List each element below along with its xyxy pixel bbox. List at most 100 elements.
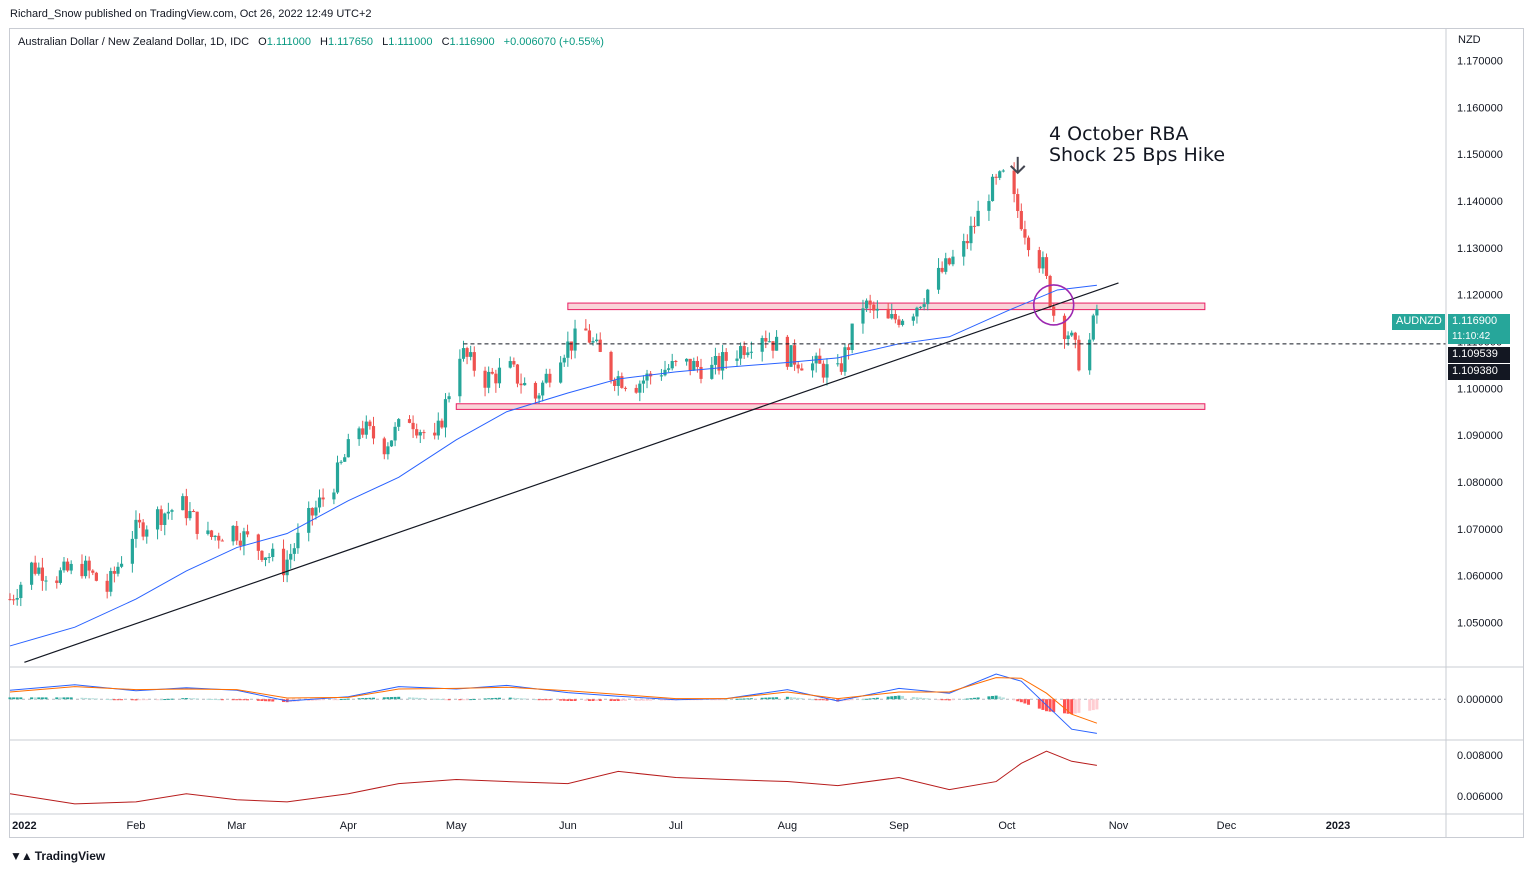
candle-body (749, 351, 753, 353)
candle-body (494, 373, 498, 384)
macd-histogram-bar (796, 697, 800, 700)
macd-histogram-bar (231, 699, 235, 701)
candle-body (976, 210, 980, 227)
macd-histogram-bar (465, 699, 469, 701)
macd-histogram-bar (418, 697, 422, 700)
macd-histogram-bar (811, 699, 815, 701)
candle-body (515, 364, 520, 384)
macd-histogram-bar (494, 697, 498, 700)
macd-histogram-bar (184, 698, 188, 700)
publisher-line: Richard_Snow published on TradingView.co… (10, 8, 372, 20)
candle-body (994, 176, 998, 178)
macd-histogram-bar (523, 698, 527, 700)
candle-body (285, 559, 289, 576)
candle-body (940, 267, 944, 272)
signal-line (9, 677, 1098, 724)
macd-histogram-bar (307, 699, 311, 701)
macd-histogram-bar (926, 698, 930, 700)
candle-body (544, 373, 548, 383)
macd-histogram-bar (1063, 699, 1067, 714)
macd-pane (8, 673, 1446, 734)
macd-histogram-bar (893, 695, 897, 700)
symbol-legend[interactable]: Australian Dollar / New Zealand Dollar, … (18, 36, 610, 48)
candle-body (91, 570, 95, 573)
macd-histogram-bar (368, 697, 372, 700)
candle-body (785, 336, 789, 367)
legend-close-label: C (441, 36, 450, 48)
macd-histogram-bar (976, 697, 980, 700)
macd-histogram-bar (382, 697, 386, 700)
macd-histogram-bar (264, 699, 268, 702)
candle-body (850, 323, 854, 351)
candle-body (422, 432, 426, 434)
candle-body (94, 572, 98, 581)
macd-histogram-bar (789, 697, 793, 700)
candle-body (116, 566, 120, 574)
candle-body (825, 364, 829, 378)
time-tick-label: 2022 (12, 820, 36, 832)
macd-histogram-bar (847, 699, 851, 701)
candle-body (19, 584, 23, 599)
candle-body (893, 314, 897, 320)
candle-body (397, 419, 401, 427)
macd-histogram-bar (141, 699, 145, 701)
macd-histogram-bar (15, 697, 19, 700)
candle-body (382, 438, 386, 455)
candle-body (659, 375, 664, 377)
candle-body (44, 580, 48, 582)
candle-body (864, 300, 869, 309)
macd-histogram-bar (30, 697, 34, 700)
macd-histogram-bar (422, 698, 426, 700)
candle-body (418, 432, 422, 436)
candle-body (519, 383, 523, 386)
macd-histogram-bar (220, 699, 224, 701)
macd-histogram-bar (1041, 699, 1045, 710)
candle-body (134, 519, 138, 539)
candle-body (181, 496, 185, 511)
macd-histogram-bar (973, 697, 977, 700)
candle-body (443, 399, 448, 428)
macd-histogram-bar (1019, 699, 1023, 703)
candle-body (361, 428, 365, 435)
macd-histogram-bar (271, 699, 275, 702)
macd-histogram-bar (548, 699, 552, 701)
candle-body (163, 513, 167, 525)
macd-histogram-bar (890, 696, 894, 700)
time-tick-label: Dec (1217, 820, 1237, 832)
macd-histogram-bar (436, 698, 440, 700)
candle-body (512, 361, 516, 365)
candle-body (155, 509, 160, 530)
tradingview-logo[interactable]: ▼▲ TradingView (10, 849, 105, 863)
macd-histogram-bar (875, 697, 879, 700)
macd-histogram-bar (767, 697, 771, 700)
candle-body (1023, 229, 1027, 238)
candle-body (357, 428, 361, 440)
macd-histogram-bar (623, 699, 627, 701)
macd-histogram-bar (897, 695, 901, 700)
time-tick-label: Nov (1109, 820, 1129, 832)
candle-body (548, 373, 552, 383)
candle-body (1012, 170, 1016, 195)
price-tick-label: 1.100000 (1457, 383, 1503, 395)
candle-body (965, 241, 969, 244)
price-tick-label: 1.050000 (1457, 618, 1503, 630)
annotation-arrowhead (1010, 165, 1026, 175)
price-tick-label: 1.140000 (1457, 196, 1503, 208)
candle-body (911, 316, 915, 321)
candle-body (846, 347, 851, 351)
candle-body (260, 550, 264, 561)
candle-body (868, 300, 872, 305)
macd-histogram-bar (969, 698, 973, 700)
macd-histogram-bar (573, 699, 577, 701)
candle-body (792, 345, 797, 365)
candle-body (699, 366, 703, 379)
candle-body (1044, 257, 1049, 276)
candle-body (760, 338, 764, 352)
macd-histogram-bar (84, 697, 88, 700)
candle-body (490, 371, 494, 374)
candle-body (40, 567, 44, 581)
tradingview-mark-icon: ▼▲ (10, 849, 33, 863)
candle-body (415, 429, 419, 436)
candle-body (487, 371, 491, 388)
